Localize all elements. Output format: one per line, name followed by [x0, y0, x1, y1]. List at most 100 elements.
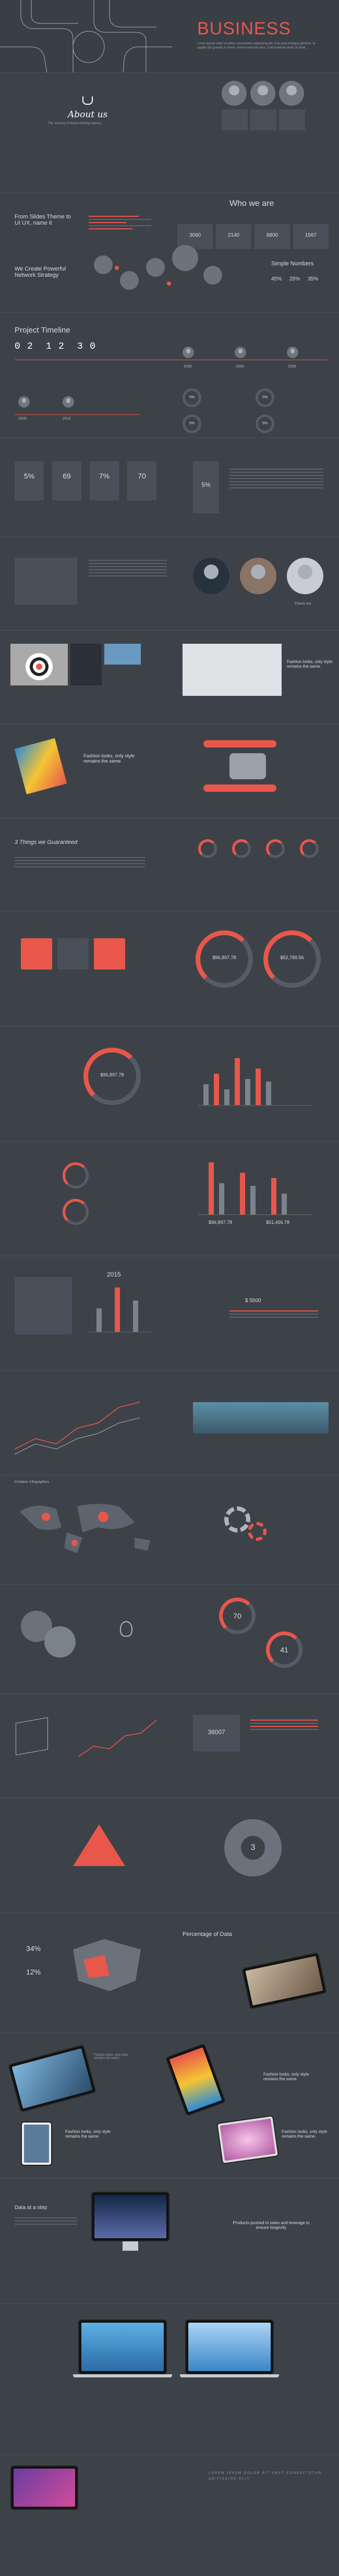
tile-value: 5% — [23, 472, 35, 480]
round-photo-2 — [240, 558, 276, 594]
distance-value: 38007 — [208, 1728, 225, 1736]
pct-value-2: 12% — [26, 1968, 41, 1976]
imac-device — [91, 2192, 170, 2241]
network-node — [172, 245, 198, 271]
line-slide — [0, 1371, 339, 1475]
device-caption-2: Fashion looks, only style remains the sa… — [263, 2072, 309, 2081]
team2-ring-3: 5% — [183, 414, 201, 433]
year-lines — [229, 1308, 318, 1320]
guarantee-lines — [15, 855, 145, 869]
team-photo-1 — [222, 81, 247, 106]
chips-photo — [14, 738, 67, 794]
bar — [219, 1183, 224, 1215]
numbers-pct-3: 35% — [308, 276, 319, 282]
big-ring-1: $96,897.78 — [196, 930, 253, 988]
team2-ring-4: 5% — [256, 414, 274, 433]
macbook-device — [10, 2465, 78, 2510]
guarantee-ring-1 — [198, 839, 217, 858]
pct-title: Percentage of Data — [183, 1931, 232, 1937]
option-price: $ 5500 — [245, 1298, 261, 1304]
team-photo-2 — [250, 81, 275, 106]
laptop-slide — [0, 2304, 339, 2455]
final-slide: LOREM IPSUM DOLOR SIT AMET CONSECTETUR A… — [0, 2455, 339, 2576]
timeline-photo-2 — [235, 347, 246, 358]
bar — [115, 1287, 120, 1332]
dark-photo — [70, 644, 102, 685]
year-profile-card — [15, 1277, 72, 1334]
counter-digit: 3 — [77, 341, 83, 352]
venn-slide: 70 41 — [0, 1585, 339, 1694]
award-icon — [82, 96, 93, 105]
badge-label: Check me — [295, 602, 311, 606]
hero-body: Lorem ipsum dolor sit amet, consectetur … — [197, 42, 316, 50]
laptop-1 — [78, 2320, 167, 2374]
venn-circle — [44, 1626, 76, 1658]
bar — [250, 1186, 256, 1215]
pink-tablet — [216, 2115, 280, 2165]
team-card-1 — [222, 109, 248, 130]
imac-screen — [94, 2195, 166, 2238]
year-bars — [89, 1280, 151, 1332]
tile-1: 5% — [15, 461, 44, 500]
network-dot — [115, 266, 119, 270]
imac-stand — [123, 2241, 138, 2251]
sketch-photo — [183, 644, 282, 696]
car-photo — [229, 753, 266, 779]
region-map — [73, 1939, 141, 1991]
bar — [245, 1079, 250, 1105]
boxes-slide: 38007 — [0, 1694, 339, 1798]
laptop-2 — [185, 2320, 274, 2374]
tablet-device — [8, 2044, 96, 2113]
counter-digit: 1 — [46, 341, 52, 352]
trend-chart — [78, 1720, 156, 1757]
showcase-caption: Fashion looks, only style remains the sa… — [287, 659, 333, 669]
laptop-1-base — [73, 2374, 172, 2377]
percent-slide: 34% 12% Percentage of Data — [0, 1913, 339, 2033]
finance-slide: $96,897.78 — [0, 1027, 339, 1142]
tile-2: 69 — [52, 461, 81, 500]
footer-text: LOREM IPSUM DOLOR SIT AMET CONSECTETUR A… — [209, 2472, 322, 2481]
team2-ring-2: 5% — [256, 388, 274, 407]
timeline-photo-3 — [287, 347, 298, 358]
tile-value: 7% — [99, 472, 110, 480]
side-tile: 5% — [193, 461, 219, 513]
pink-tablet-screen — [220, 2118, 276, 2161]
team-card-2 — [250, 109, 276, 130]
phone-colorful-screen — [169, 2047, 222, 2113]
team2-ring-value: 5% — [262, 422, 268, 425]
finance-ring: $96,897.78 — [83, 1048, 141, 1105]
gear-icon — [248, 1522, 267, 1541]
counter-digit: 0 — [15, 341, 20, 352]
blue-photo — [104, 644, 141, 665]
who-title: Who we are — [229, 199, 274, 208]
circle-photos-slide: Check me — [0, 537, 339, 631]
stats-slide: $96,897.78 $51,456.78 — [0, 1142, 339, 1256]
numbers-title: Simple Numbers — [271, 261, 314, 267]
phone-screen — [245, 1956, 323, 2006]
counter-digit: 2 — [27, 341, 33, 352]
laptop-1-screen — [81, 2323, 164, 2371]
big-ring-value: $52,789.56 — [280, 955, 304, 960]
team2-year-1: 2009 — [18, 417, 27, 421]
device-caption-3: Fashion looks, only style remains the sa… — [65, 2129, 111, 2139]
about-slide: About us The Journey of Award-winning Ag… — [0, 73, 339, 193]
tile-4: 70 — [127, 461, 156, 500]
who-stat-value: 2140 — [227, 232, 240, 238]
process-card-1 — [21, 938, 52, 970]
counter-digit: 0 — [90, 341, 95, 352]
box-3d — [16, 1717, 48, 1756]
network-node — [94, 255, 113, 274]
who-left-title: From Slides Theme to UI UX, name it — [15, 214, 71, 226]
hero-title: BUSINESS — [197, 19, 291, 39]
team2-photo-2 — [63, 396, 74, 408]
team2-photo-1 — [18, 396, 30, 408]
bar — [240, 1173, 245, 1215]
tile-value: 69 — [63, 472, 71, 480]
team2-line — [15, 414, 140, 415]
small-ring-1 — [63, 1162, 89, 1188]
progress-list — [89, 214, 151, 231]
bar — [224, 1089, 229, 1105]
big-ring-2: $52,789.56 — [263, 930, 321, 988]
car-banner-top — [203, 740, 276, 747]
profile-card — [15, 558, 77, 605]
